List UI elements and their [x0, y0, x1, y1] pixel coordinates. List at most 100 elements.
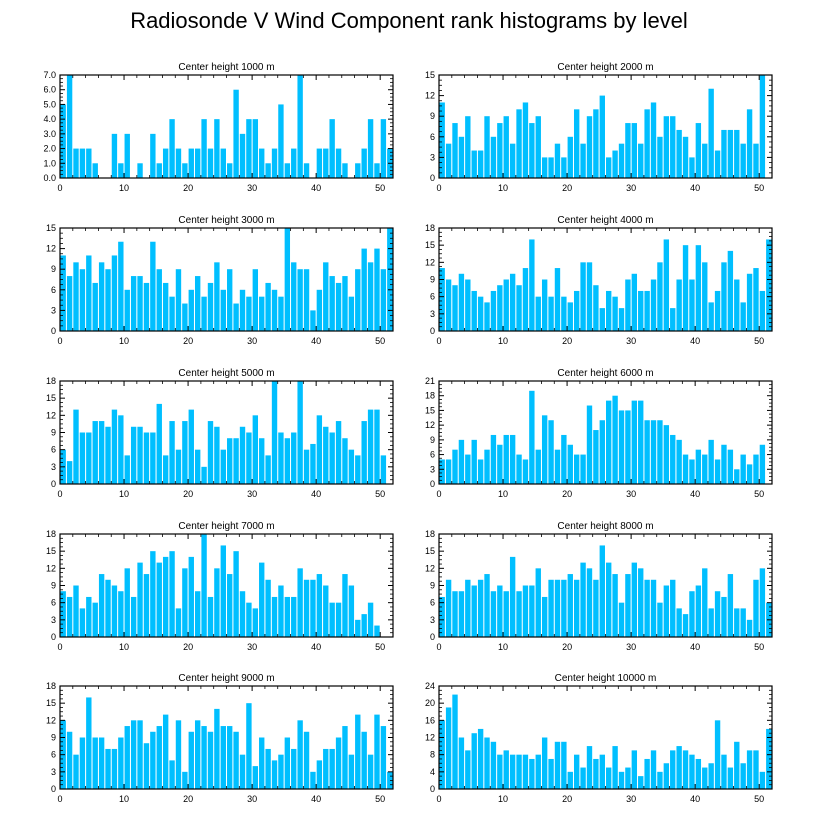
panel-title: Center height 3000 m: [178, 215, 274, 226]
bar: [194, 720, 201, 789]
bar: [303, 579, 310, 637]
x-tick-label: 0: [436, 642, 441, 652]
bar: [490, 290, 497, 331]
bar: [182, 163, 188, 178]
y-tick-label: 9: [51, 428, 56, 438]
bar: [111, 409, 118, 484]
bar: [452, 449, 458, 484]
bar: [355, 714, 361, 789]
bar: [708, 608, 714, 637]
bar: [573, 754, 580, 789]
bar: [631, 750, 638, 789]
y-tick-label: 16: [425, 715, 435, 725]
bar: [329, 748, 335, 789]
x-tick-label: 0: [57, 794, 62, 804]
bar: [676, 129, 682, 178]
bar: [471, 290, 477, 331]
bar: [169, 296, 175, 331]
y-tick-label: 3: [430, 152, 435, 162]
bar: [98, 574, 105, 637]
y-tick-label: 12: [46, 715, 56, 725]
x-tick-label: 20: [562, 642, 572, 652]
x-tick-label: 50: [375, 183, 385, 193]
bar: [746, 750, 753, 789]
bar: [227, 574, 233, 637]
bar: [670, 308, 676, 331]
bar: [66, 75, 73, 178]
bar: [284, 737, 291, 789]
y-tick-label: 12: [425, 420, 435, 430]
bar: [746, 109, 753, 178]
bar: [529, 585, 535, 637]
bar: [746, 464, 753, 484]
bar: [695, 585, 702, 637]
bar: [98, 737, 105, 789]
bar: [271, 596, 278, 637]
bar: [60, 255, 66, 331]
bar: [374, 625, 380, 637]
bar: [650, 279, 657, 331]
bar: [175, 449, 182, 484]
bar: [477, 296, 484, 331]
bar: [561, 741, 567, 789]
y-tick-label: 6: [51, 285, 56, 295]
bar: [348, 585, 355, 637]
bar: [618, 602, 625, 637]
bar: [124, 133, 130, 178]
bar: [105, 269, 111, 331]
panel-title: Center height 9000 m: [178, 673, 274, 684]
bar: [740, 454, 746, 484]
bar: [246, 602, 252, 637]
bar: [676, 608, 682, 637]
bar: [721, 596, 727, 637]
bar: [143, 574, 150, 637]
x-tick-label: 50: [754, 336, 764, 346]
bar: [86, 697, 92, 789]
bar: [162, 148, 169, 178]
x-tick-label: 50: [754, 642, 764, 652]
y-tick-label: 3: [51, 767, 56, 777]
bar: [606, 157, 612, 178]
bar: [452, 123, 458, 178]
bar: [631, 562, 638, 637]
bar: [342, 276, 348, 331]
bar: [329, 276, 335, 331]
bar: [227, 438, 233, 484]
bar: [73, 585, 79, 637]
panel-2: Center height 2000 m 0 3 6 9 12 15 0 10 20 30 40 50: [425, 62, 773, 193]
bar: [220, 545, 226, 637]
bar: [695, 758, 702, 789]
bar: [593, 758, 599, 789]
bar: [92, 282, 98, 331]
bar: [746, 619, 753, 637]
bar: [541, 737, 548, 789]
bar: [348, 296, 355, 331]
bar: [66, 276, 73, 331]
bar: [644, 420, 650, 484]
bar: [439, 459, 445, 484]
bar: [497, 285, 503, 331]
bar: [554, 449, 561, 484]
x-tick-label: 40: [311, 183, 321, 193]
bar: [310, 579, 316, 637]
bar: [612, 150, 618, 178]
x-tick-label: 30: [626, 489, 636, 499]
y-tick-label: 4.0: [43, 114, 56, 124]
bar: [509, 556, 516, 637]
bar: [367, 262, 374, 331]
bar: [599, 95, 605, 178]
y-tick-label: 15: [46, 698, 56, 708]
y-tick-label: 0: [51, 784, 56, 794]
bar: [278, 104, 284, 178]
bar: [477, 459, 484, 484]
bar: [516, 285, 522, 331]
bar: [759, 75, 766, 178]
bar: [638, 143, 644, 178]
y-tick-label: 12: [425, 563, 435, 573]
bar: [612, 574, 618, 637]
bar: [291, 748, 297, 789]
bar: [137, 562, 143, 637]
bar: [638, 568, 644, 637]
bar: [239, 591, 246, 637]
